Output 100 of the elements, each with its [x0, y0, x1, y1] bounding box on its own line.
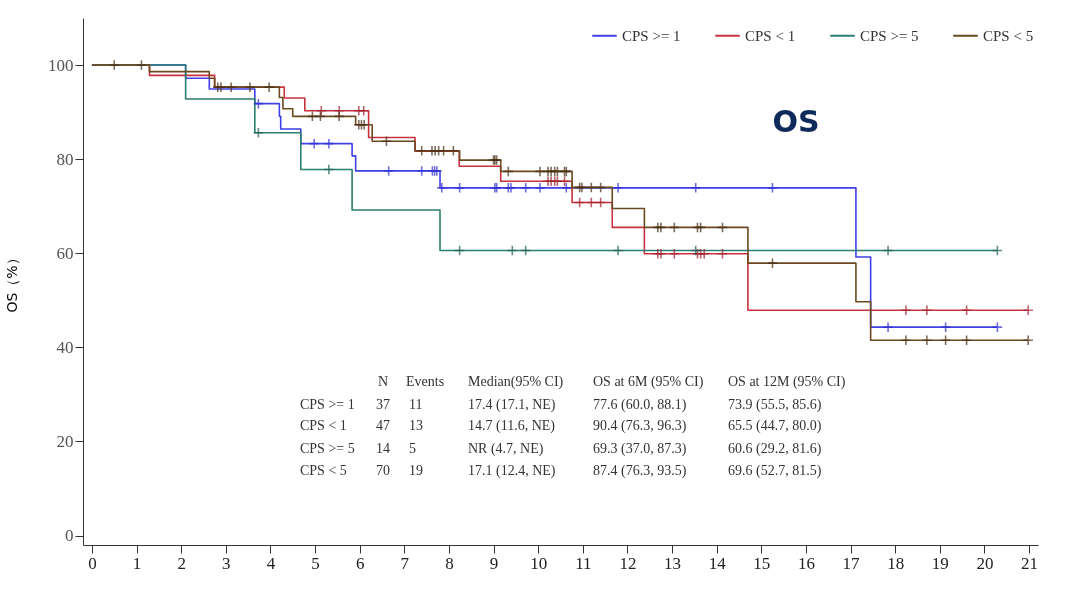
legend-label: CPS >= 5: [860, 27, 919, 44]
point: [766, 182, 779, 194]
y-axis-title: OS（%）: [4, 251, 20, 313]
x-tick-label: 18: [887, 553, 905, 573]
annotation: 14.7 (11.6, NE): [468, 418, 556, 434]
annotation: OS at 6M (95% CI): [593, 374, 704, 390]
point: [558, 175, 571, 187]
point: [1022, 304, 1034, 316]
point: [520, 244, 532, 256]
point: [695, 221, 707, 233]
x-tick-label: 15: [753, 553, 771, 573]
point: [447, 145, 459, 157]
point: [690, 244, 702, 256]
point: [506, 244, 518, 256]
x-tick-label: 1: [132, 553, 142, 573]
annotation: 17.4 (17.1, NE): [468, 397, 556, 413]
x-tick-label: 0: [88, 553, 97, 573]
point: [612, 244, 624, 256]
x-tick-label: 7: [400, 553, 410, 573]
annotation: OS: [772, 104, 820, 139]
point: [585, 181, 597, 193]
point: [882, 244, 894, 256]
point: [534, 165, 546, 177]
y-tick-label: 40: [56, 337, 74, 357]
annotation: 11: [409, 397, 423, 412]
x-tick-label: 17: [842, 553, 861, 573]
annotation: Median(95% CI): [468, 374, 564, 390]
point: [263, 81, 275, 93]
annotation: Events: [406, 374, 445, 389]
annotation: 87.4 (76.3, 93.5): [593, 463, 687, 479]
point: [940, 321, 952, 333]
point: [574, 196, 586, 208]
x-tick-label: 6: [355, 553, 365, 573]
annotation: 5: [409, 441, 416, 456]
point: [225, 81, 237, 93]
point: [358, 105, 370, 117]
point: [612, 182, 624, 194]
point: [502, 165, 514, 177]
point: [380, 135, 392, 147]
y-tick-label: 20: [56, 431, 74, 451]
point: [323, 163, 335, 176]
annotation: CPS < 5: [300, 463, 347, 478]
x-tick-label: 8: [445, 553, 454, 573]
annotation: NR (4.7, NE): [468, 441, 544, 457]
point: [716, 248, 729, 260]
legend-label: CPS < 5: [983, 27, 1034, 44]
x-tick-label: 10: [530, 553, 548, 573]
x-tick-label: 13: [664, 553, 682, 573]
y-tick-label: 80: [56, 149, 74, 169]
point: [416, 145, 428, 157]
annotation: 14: [376, 441, 390, 456]
annotation: OS at 12M (95% CI): [728, 374, 846, 390]
point: [690, 182, 702, 194]
point: [940, 334, 952, 346]
annotation: 73.9 (55.5, 85.6): [728, 397, 822, 413]
annotation: 37: [376, 397, 390, 412]
annotation: 17.1 (12.4, NE): [468, 463, 556, 479]
annotation: 47: [376, 418, 390, 433]
y-tick-label: 60: [56, 243, 74, 263]
point: [595, 196, 607, 208]
annotation: 19: [409, 463, 423, 478]
point: [252, 98, 264, 110]
point: [438, 145, 450, 157]
x-tick-label: 3: [222, 553, 231, 573]
x-tick-label: 9: [489, 553, 499, 573]
annotation: 65.5 (44.7, 80.0): [728, 418, 822, 434]
point: [323, 138, 335, 150]
point: [991, 244, 1003, 256]
point: [961, 334, 973, 346]
point: [900, 334, 912, 346]
x-tick-label: 4: [266, 553, 276, 573]
annotation: 60.6 (29.2, 81.6): [728, 441, 822, 457]
point: [436, 182, 448, 194]
annotation: 90.4 (76.3, 96.3): [593, 418, 687, 434]
x-tick-label: 12: [619, 553, 637, 573]
x-tick-label: 2: [177, 553, 186, 573]
x-tick-label: 5: [311, 553, 320, 573]
annotation: 70: [376, 463, 390, 478]
annotation: 13: [409, 418, 423, 433]
x-tick-label: 11: [575, 553, 592, 573]
point: [244, 81, 256, 93]
x-tick-label: 14: [708, 553, 727, 573]
point: [921, 334, 933, 346]
annotation: N: [378, 374, 389, 389]
point: [668, 248, 680, 260]
annotation: 69.3 (37.0, 87.3): [593, 441, 687, 457]
point: [560, 182, 572, 194]
point: [333, 110, 345, 122]
annotation: 77.6 (60.0, 88.1): [593, 397, 687, 413]
annotation: CPS < 1: [300, 418, 347, 433]
point: [585, 196, 597, 208]
point: [595, 181, 607, 193]
point: [306, 110, 318, 122]
y-tick-label: 100: [48, 55, 74, 75]
point: [1022, 334, 1034, 346]
point: [315, 105, 327, 117]
x-tick-label: 20: [976, 553, 994, 573]
x-tick-label: 16: [797, 553, 815, 573]
point: [716, 221, 729, 233]
point: [520, 182, 532, 194]
